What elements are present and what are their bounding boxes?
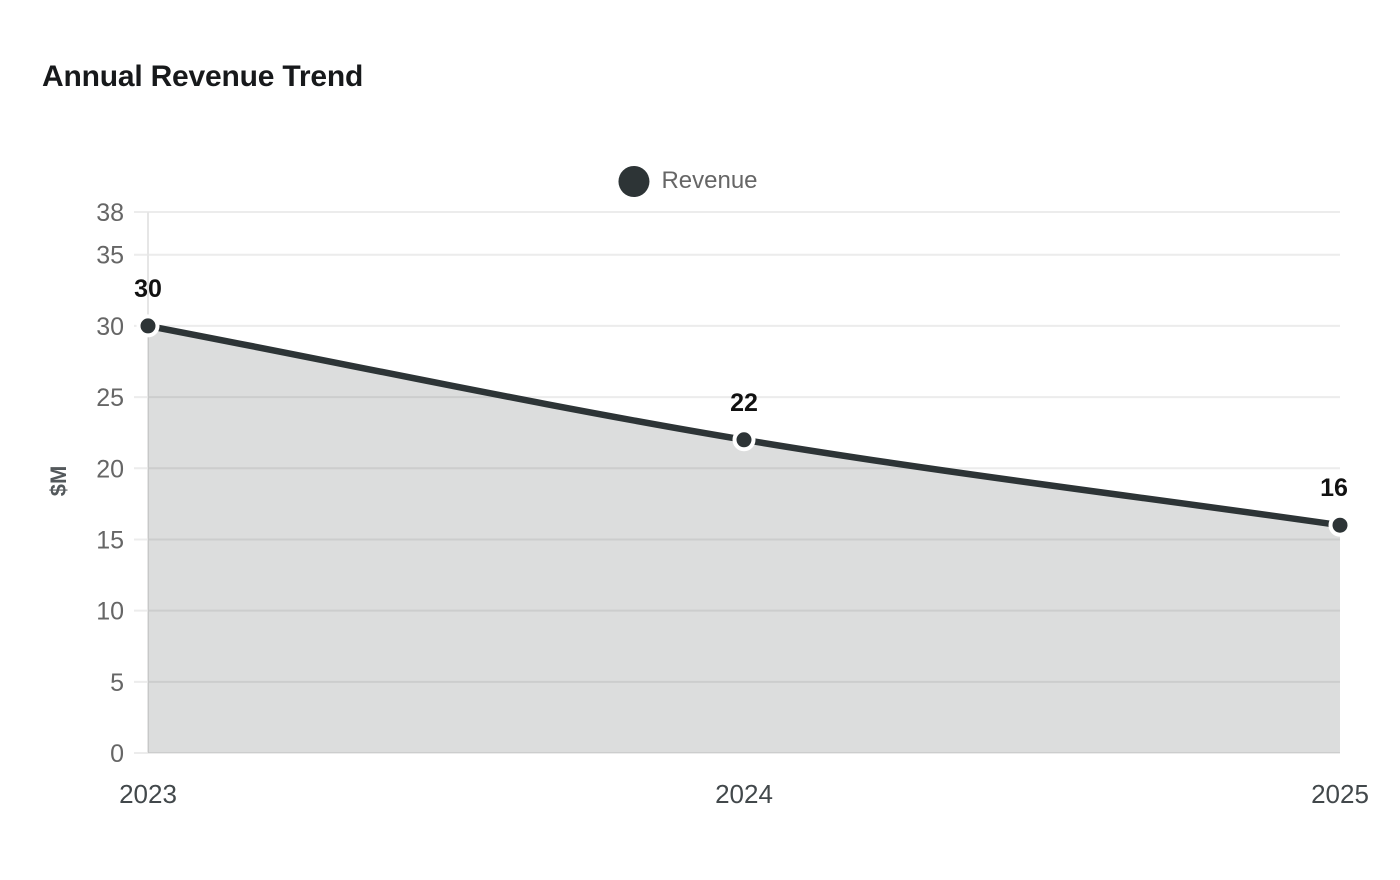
data-point-2025 (1328, 513, 1352, 537)
y-tick-label-25: 25 (96, 384, 124, 412)
y-tick-label-38: 38 (96, 199, 124, 227)
revenue-area-fill (148, 325, 1340, 753)
y-tick-label-35: 35 (96, 242, 124, 270)
data-point-2024 (732, 428, 756, 452)
y-tick-label-15: 15 (96, 526, 124, 554)
data-label-2024: 22 (730, 389, 758, 417)
data-label-2025: 16 (1320, 474, 1348, 502)
data-label-2023: 30 (134, 275, 162, 303)
y-axis-title: $M (46, 466, 71, 497)
x-tick-label-2024: 2024 (715, 779, 773, 809)
data-point-2023 (136, 314, 160, 338)
y-tick-label-5: 5 (110, 669, 124, 697)
y-tick-label-10: 10 (96, 598, 124, 626)
chart-title: Annual Revenue Trend (42, 60, 364, 93)
chart-legend: Revenue (618, 164, 758, 198)
legend-circle-icon (618, 165, 650, 197)
x-tick-label-2023: 2023 (119, 779, 177, 809)
y-tick-label-20: 20 (96, 455, 124, 483)
legend-label-revenue: Revenue (661, 167, 758, 194)
y-tick-label-30: 30 (96, 313, 124, 341)
y-tick-label-0: 0 (110, 740, 124, 768)
x-tick-label-2025: 2025 (1311, 779, 1369, 809)
